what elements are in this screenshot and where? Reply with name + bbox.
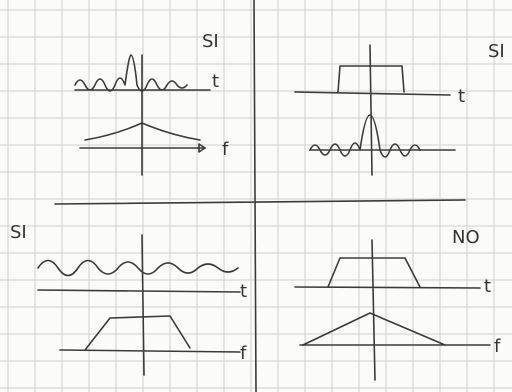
axis-label: f [494,336,501,357]
axis-label: f [222,139,229,160]
axis-label: t [484,276,491,297]
verdict: SI [10,222,27,243]
verdict: SI [202,31,219,52]
verdict: NO [452,227,480,248]
sketch-sheet: SI t f SI t SI t f NO t f [0,0,512,392]
axis-label: t [458,86,465,107]
verdict: SI [488,41,505,62]
axis-label: t [240,281,247,302]
axis-label: f [240,343,247,364]
axis-label: t [212,71,219,92]
